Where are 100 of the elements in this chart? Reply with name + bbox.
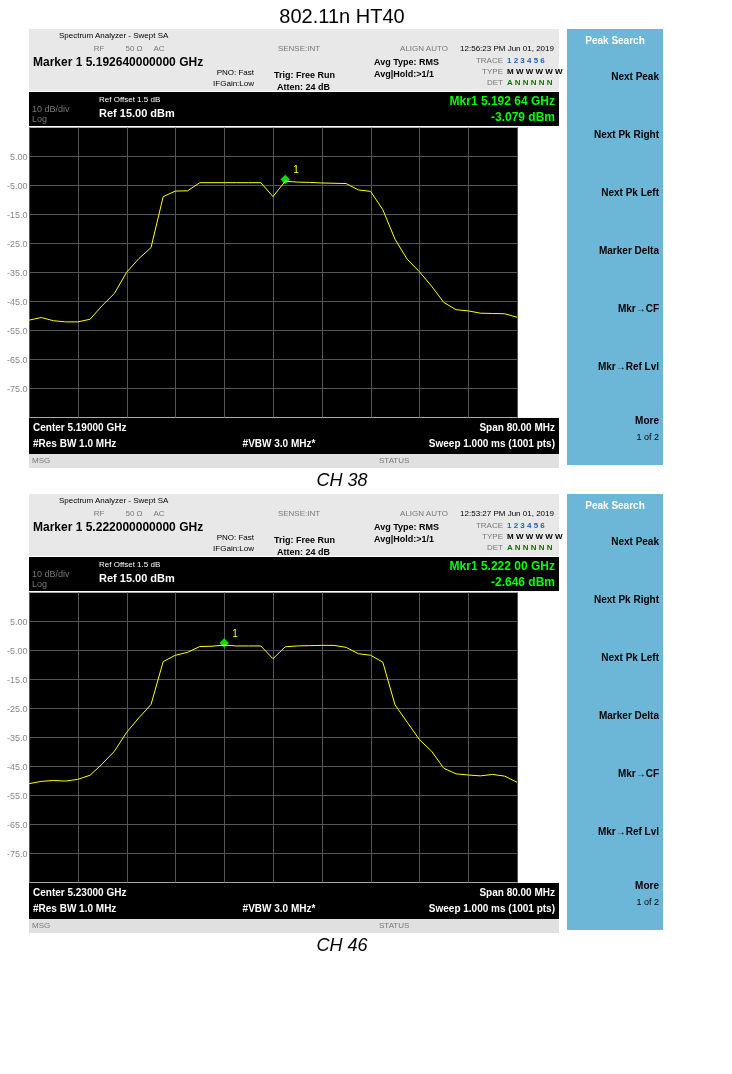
text: Avg|Hold:>1/1 [374, 534, 434, 544]
text: AC [153, 509, 165, 518]
text: Next Pk Left [601, 652, 660, 663]
y-tick-label: 5.00 [9, 616, 28, 627]
text: Log [32, 114, 48, 124]
text: CH 46 [316, 935, 369, 955]
y-tick-label: 5.00 [9, 151, 28, 162]
text: PNO: Fast [216, 68, 255, 77]
text: 1 2 3 4 5 6 [507, 56, 546, 65]
text: ALIGN AUTO [400, 44, 448, 53]
text: TRACE [475, 521, 503, 530]
text: 10 dB/div [32, 104, 71, 114]
y-tick-label: -45.0 [6, 296, 28, 307]
text: Next Peak [611, 536, 660, 547]
text: 12:53:27 PM Jun 01, 2019 [460, 509, 555, 518]
text: Avg Type: RMS [374, 522, 440, 532]
text: Avg Type: RMS [374, 57, 440, 67]
text: TYPE [482, 532, 503, 541]
text: SENSE:INT [277, 44, 321, 53]
text: Span 80.00 MHz [479, 422, 555, 433]
y-tick-label: -5.00 [6, 180, 28, 191]
text: Next Peak [611, 71, 660, 82]
y-tick-label: -35.0 [6, 732, 28, 743]
text: -2.646 dBm [490, 575, 555, 589]
text: More [635, 415, 660, 426]
text: Spectrum Analyzer - Swept SA [59, 496, 170, 505]
text: Sweep 1.000 ms (1001 pts) [428, 438, 555, 449]
text: More [635, 880, 660, 891]
chart-title: 802.11n HT40 [279, 5, 405, 27]
text: 50 Ω [125, 509, 143, 518]
text: RF [93, 44, 105, 53]
y-tick-label: -15.0 [6, 209, 28, 220]
y-tick-label: -15.0 [6, 674, 28, 685]
text: Marker Delta [598, 710, 660, 721]
text: STATUS [379, 456, 410, 465]
text: M W W W W W [507, 532, 563, 541]
text: 50 Ω [125, 44, 143, 53]
text: MSG [32, 921, 51, 930]
y-tick-label: -55.0 [6, 790, 28, 801]
text: Trig: Free Run [274, 70, 336, 80]
text: 10 dB/div [32, 569, 71, 579]
text: Mkr→CF [617, 303, 659, 314]
text: PNO: Fast [216, 533, 255, 542]
y-tick-label: -75.0 [6, 383, 28, 394]
text: AC [153, 44, 165, 53]
text: #VBW 3.0 MHz* [242, 438, 316, 449]
text: Next Pk Right [593, 594, 660, 605]
text: -3.079 dBm [490, 110, 555, 124]
text: Mkr1 5.192 64 GHz [449, 94, 555, 108]
text: TRACE [475, 56, 503, 65]
text: Mkr→Ref Lvl [597, 361, 660, 372]
text: RF [93, 509, 105, 518]
y-tick-label: -5.00 [6, 645, 28, 656]
y-tick-label: -25.0 [6, 703, 28, 714]
text: 1 2 3 4 5 6 [507, 521, 546, 530]
y-tick-label: -45.0 [6, 761, 28, 772]
text: #Res BW 1.0 MHz [33, 903, 117, 914]
text: A N N N N N [507, 543, 553, 552]
text: IFGain:Low [213, 544, 255, 553]
y-tick-label: -25.0 [6, 238, 28, 249]
text: Ref 15.00 dBm [99, 107, 176, 119]
y-tick-label: -65.0 [6, 819, 28, 830]
text: Span 80.00 MHz [479, 887, 555, 898]
text: Ref Offset 1.5 dB [99, 95, 161, 104]
text: Next Pk Left [601, 187, 660, 198]
text: Peak Search [585, 35, 645, 46]
y-tick-label: -35.0 [6, 267, 28, 278]
text: Atten: 24 dB [277, 82, 331, 92]
text: Center 5.19000 GHz [33, 422, 127, 433]
text: Avg|Hold:>1/1 [374, 69, 434, 79]
text: M W W W W W [507, 67, 563, 76]
text: Peak Search [585, 500, 645, 511]
text: Mkr→CF [617, 768, 659, 779]
text: STATUS [379, 921, 410, 930]
annotation: 1 [232, 628, 239, 640]
text: Mkr1 5.222 00 GHz [449, 559, 555, 573]
y-tick-label: -55.0 [6, 325, 28, 336]
text: A N N N N N [507, 78, 553, 87]
text: #Res BW 1.0 MHz [33, 438, 117, 449]
annotation: 1 [293, 164, 300, 176]
text: #VBW 3.0 MHz* [242, 903, 316, 914]
text: DET [487, 543, 504, 552]
text: Marker 1 5.192640000000 GHz [33, 55, 204, 69]
text: 12:56:23 PM Jun 01, 2019 [460, 44, 555, 53]
y-tick-label: -65.0 [6, 354, 28, 365]
text: Center 5.23000 GHz [33, 887, 127, 898]
text: Ref Offset 1.5 dB [99, 560, 161, 569]
y-tick-label: -75.0 [6, 848, 28, 859]
text: Next Pk Right [593, 129, 660, 140]
text: Log [32, 579, 48, 589]
text: Marker 1 5.222000000000 GHz [33, 520, 204, 534]
text: TYPE [482, 67, 503, 76]
text: CH 38 [316, 470, 368, 490]
text: MSG [32, 456, 51, 465]
text: Ref 15.00 dBm [99, 572, 176, 584]
text: 1 of 2 [636, 432, 659, 442]
text: Marker Delta [598, 245, 660, 256]
text: Mkr→Ref Lvl [597, 826, 660, 837]
text: Atten: 24 dB [277, 547, 331, 557]
text: Sweep 1.000 ms (1001 pts) [428, 903, 555, 914]
